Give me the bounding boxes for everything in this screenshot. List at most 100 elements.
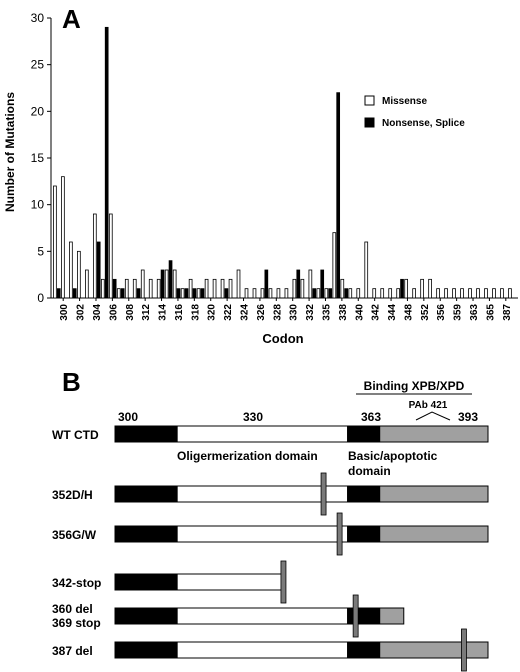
- x-tick-label: 332: [305, 304, 316, 321]
- n-terminal-segment: [114, 425, 178, 443]
- codon-label-330: 330: [243, 410, 263, 424]
- basic-segment: [347, 607, 381, 625]
- construct-label-line2: 369 stop: [52, 616, 101, 630]
- basic-domain-label-line1: Basic/apoptotic: [348, 449, 438, 463]
- bar-missense: [116, 288, 121, 299]
- bar-missense: [85, 269, 89, 299]
- y-tick-label: 5: [37, 244, 44, 258]
- bar-missense: [236, 269, 241, 299]
- bar-missense: [53, 185, 57, 299]
- y-tick-label: 10: [31, 198, 45, 212]
- bar-nonsense: [184, 288, 189, 299]
- mutation-marker: [280, 560, 287, 604]
- x-tick-label: 304: [92, 304, 103, 321]
- legend-label-nonsense: Nonsense, Splice: [382, 118, 465, 129]
- x-tick-label: 356: [436, 304, 447, 321]
- bar-nonsense: [96, 241, 101, 299]
- bar-missense: [468, 288, 472, 299]
- n-terminal-segment: [114, 485, 178, 503]
- x-tick-label: 302: [76, 304, 87, 321]
- y-axis-title: Number of Mutations: [3, 92, 17, 212]
- bar-missense: [244, 288, 249, 299]
- c-terminal-segment: [379, 425, 489, 443]
- legend-label-missense: Missense: [382, 96, 427, 107]
- x-tick-label: 342: [371, 304, 382, 321]
- x-tick-label: 335: [321, 304, 332, 321]
- bar-missense: [220, 278, 225, 299]
- x-tick-label: 328: [272, 304, 283, 321]
- bar-missense: [404, 278, 408, 299]
- x-tick-label: 314: [158, 304, 169, 321]
- construct-label: 342-stop: [52, 576, 101, 590]
- bar-missense: [460, 288, 464, 299]
- bar-nonsense: [176, 288, 181, 299]
- bar-nonsense: [160, 269, 165, 299]
- bar-missense: [156, 278, 161, 299]
- bar-missense: [61, 176, 65, 299]
- n-terminal-segment: [114, 573, 178, 591]
- y-tick-label: 0: [37, 291, 44, 305]
- legend: Missense Nonsense, Splice: [364, 95, 465, 129]
- bar-missense: [364, 241, 369, 299]
- chart-axes: [50, 18, 518, 299]
- bar-missense: [300, 278, 305, 299]
- oligomerization-segment: [176, 425, 349, 443]
- bar-missense: [164, 269, 169, 299]
- x-tick-label: 348: [403, 304, 414, 321]
- bar-missense: [172, 269, 177, 299]
- codon-label-300: 300: [118, 410, 138, 424]
- legend-swatch-missense: [364, 95, 375, 106]
- bar-missense: [100, 278, 105, 299]
- bar-missense: [276, 288, 281, 299]
- bar-missense: [69, 241, 73, 299]
- bar-nonsense: [264, 269, 269, 299]
- n-terminal-segment: [114, 607, 178, 625]
- x-tick-label: 318: [190, 304, 201, 321]
- bar-missense: [252, 288, 257, 299]
- y-tick-label: 20: [31, 104, 45, 118]
- bar-nonsense: [200, 288, 205, 299]
- bar-missense: [316, 288, 321, 299]
- legend-swatch-nonsense: [364, 117, 375, 128]
- y-tick-label: 30: [31, 11, 45, 25]
- panel-a-label: A: [62, 4, 81, 34]
- bar-missense: [284, 288, 289, 299]
- bar-missense: [428, 278, 432, 299]
- basic-segment: [347, 425, 381, 443]
- x-tick-label: 308: [125, 304, 136, 321]
- bar-missense: [340, 278, 345, 299]
- bar-missense: [332, 232, 337, 299]
- x-tick-label: 322: [223, 304, 234, 321]
- bar-nonsense: [72, 288, 77, 299]
- x-axis-title: Codon: [262, 331, 303, 346]
- bar-missense: [372, 288, 377, 299]
- x-tick-label: 363: [469, 304, 480, 321]
- oligomerization-segment: [176, 573, 284, 591]
- bar-missense: [292, 278, 297, 299]
- bar-nonsense: [336, 92, 341, 299]
- x-tick-label: 312: [141, 304, 152, 321]
- bar-missense: [180, 288, 185, 299]
- x-tick-group: 300 302 304 306 308 312 314 316 318 320 322 324 326 3…: [59, 298, 513, 321]
- bar-missense: [476, 288, 480, 299]
- bar-missense: [324, 288, 329, 299]
- bar-nonsense: [296, 269, 301, 299]
- bar-nonsense: [120, 288, 125, 299]
- pab421-label: PAb 421: [409, 400, 448, 411]
- construct-label: 387 del: [52, 644, 93, 658]
- n-terminal-segment: [114, 641, 178, 659]
- bar-nonsense: [400, 278, 404, 299]
- bar-missense: [77, 250, 81, 299]
- basic-segment: [347, 485, 381, 503]
- panel-b-label: B: [62, 367, 81, 397]
- construct-label: 360 del: [52, 602, 93, 616]
- x-tick-label: 344: [387, 304, 398, 321]
- bar-missense: [380, 288, 385, 299]
- bar-missense: [452, 288, 456, 299]
- basic-segment: [347, 641, 381, 659]
- bar-missense: [188, 278, 193, 299]
- x-tick-label: 300: [59, 304, 70, 321]
- codon-label-393: 393: [458, 410, 478, 424]
